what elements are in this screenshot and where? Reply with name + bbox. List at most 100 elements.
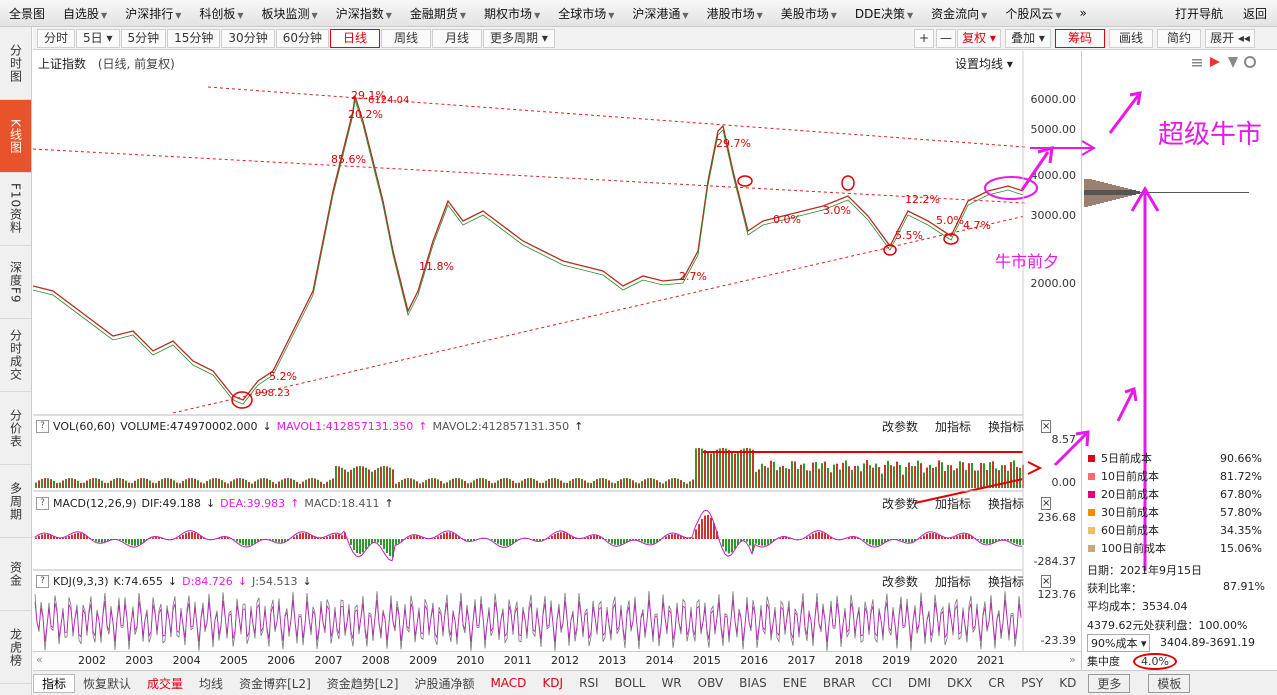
nav-capital-flow[interactable]: 资金流向 ▼ bbox=[922, 5, 996, 22]
help-icon[interactable]: ? bbox=[36, 497, 49, 510]
nav-stock-news[interactable]: 个股风云 ▼ bbox=[996, 5, 1070, 22]
tab-cr[interactable]: CR bbox=[988, 676, 1006, 690]
nav-options[interactable]: 期权市场 ▼ bbox=[475, 5, 549, 22]
tab-ene[interactable]: ENE bbox=[782, 676, 807, 690]
tab-macd[interactable]: MACD bbox=[490, 676, 527, 690]
sidebar-item-dragon-tiger[interactable]: 龙虎榜 bbox=[0, 611, 31, 684]
nav-star-market[interactable]: 科创板 ▼ bbox=[190, 5, 252, 22]
tab-volume[interactable]: 成交量 bbox=[147, 676, 184, 691]
open-nav-button[interactable]: 打开导航 bbox=[1174, 6, 1223, 21]
tab-kd[interactable]: KD bbox=[1059, 676, 1077, 690]
zoom-out-button[interactable]: — bbox=[936, 29, 956, 48]
tab-dmi[interactable]: DMI bbox=[907, 676, 931, 690]
tab-rsi[interactable]: RSI bbox=[579, 676, 599, 690]
tab-hgt-net[interactable]: 沪股通净额 bbox=[414, 676, 475, 691]
kdj-header: ? KDJ(9,3,3) K:74.655 ↓ D:84.726 ↓ J:54.… bbox=[33, 573, 1052, 590]
swap-indicator-button[interactable]: 换指标 bbox=[988, 575, 1025, 589]
tab-wr[interactable]: WR bbox=[661, 676, 682, 690]
sidebar-item-kline[interactable]: K线图 bbox=[0, 100, 31, 173]
nav-us[interactable]: 美股市场 ▼ bbox=[772, 5, 846, 22]
nav-hk[interactable]: 港股市场 ▼ bbox=[698, 5, 772, 22]
draw-line-button[interactable]: 画线 bbox=[1109, 29, 1153, 48]
tab-dkx[interactable]: DKX bbox=[947, 676, 973, 690]
list-icon[interactable] bbox=[1192, 59, 1202, 67]
tab-psy[interactable]: PSY bbox=[1021, 676, 1044, 690]
tab-capital-trend[interactable]: 资金趋势[L2] bbox=[326, 676, 399, 691]
tab-ma[interactable]: 均线 bbox=[199, 676, 224, 691]
sidebar-item-capital[interactable]: 资金 bbox=[0, 538, 31, 611]
add-indicator-button[interactable]: 加指标 bbox=[935, 420, 972, 434]
nav-connect[interactable]: 沪深港通 ▼ bbox=[623, 5, 697, 22]
edit-params-button[interactable]: 改参数 bbox=[882, 420, 919, 434]
tab-monthly[interactable]: 月线 bbox=[432, 28, 483, 48]
sidebar-item-f10[interactable]: F10资料 bbox=[0, 173, 31, 246]
nav-ranking[interactable]: 沪深排行 ▼ bbox=[116, 5, 190, 22]
simple-mode-button[interactable]: 简约 bbox=[1157, 29, 1201, 48]
tab-cci[interactable]: CCI bbox=[871, 676, 892, 690]
tab-5day[interactable]: 5日 ▾ bbox=[76, 28, 120, 48]
nav-dde[interactable]: DDE决策 ▼ bbox=[846, 5, 922, 22]
scroll-left-icon[interactable]: « bbox=[36, 653, 43, 666]
tab-bias[interactable]: BIAS bbox=[739, 676, 767, 690]
top-navigation: 全景图 自选股 ▼ 沪深排行 ▼ 科创板 ▼ 板块监测 ▼ 沪深指数 ▼ 金融期货 ▼ 期权… bbox=[0, 0, 1277, 27]
zoom-in-button[interactable]: + bbox=[914, 29, 934, 48]
volume-bar bbox=[923, 472, 925, 488]
sidebar-item-trades[interactable]: 分时成交 bbox=[0, 319, 31, 392]
tab-more-periods[interactable]: 更多周期 ▾ bbox=[483, 28, 555, 48]
chips-button[interactable]: 筹码 bbox=[1055, 29, 1105, 48]
scroll-right-icon[interactable]: » bbox=[1069, 653, 1076, 666]
nav-futures[interactable]: 金融期货 ▼ bbox=[401, 5, 475, 22]
year-label: 2013 bbox=[598, 654, 627, 667]
close-icon[interactable]: × bbox=[1041, 420, 1052, 433]
add-indicator-button[interactable]: 加指标 bbox=[935, 575, 972, 589]
nav-more[interactable]: » bbox=[1079, 6, 1087, 20]
help-icon[interactable]: ? bbox=[36, 575, 49, 588]
tab-restore-default[interactable]: 恢复默认 bbox=[83, 676, 132, 691]
nav-index[interactable]: 沪深指数 ▼ bbox=[327, 5, 401, 22]
help-icon[interactable]: ? bbox=[36, 420, 49, 433]
swap-indicator-button[interactable]: 换指标 bbox=[988, 420, 1025, 434]
kline-chart-svg[interactable]: 29.1% 20.2% 6124.04 85.6% 5.2% 998.23 11… bbox=[33, 51, 1081, 651]
sidebar-item-timeshare[interactable]: 分时图 bbox=[0, 27, 31, 100]
sidebar-item-multi-period[interactable]: 多周期 bbox=[0, 465, 31, 538]
expand-button[interactable]: 展开 ◂◂ bbox=[1205, 29, 1255, 48]
tab-obv[interactable]: OBV bbox=[697, 676, 724, 690]
tab-30min[interactable]: 30分钟 bbox=[221, 28, 275, 48]
nav-global[interactable]: 全球市场 ▼ bbox=[549, 5, 623, 22]
set-ma-button[interactable]: 设置均线 ▾ bbox=[955, 57, 1013, 71]
close-icon[interactable]: × bbox=[1041, 497, 1052, 510]
play-icon[interactable] bbox=[1210, 57, 1220, 67]
tab-more[interactable]: 更多 bbox=[1088, 673, 1131, 693]
tab-boll[interactable]: BOLL bbox=[614, 676, 646, 690]
edit-params-button[interactable]: 改参数 bbox=[882, 575, 919, 589]
tab-15min[interactable]: 15分钟 bbox=[167, 28, 221, 48]
tab-brar[interactable]: BRAR bbox=[822, 676, 856, 690]
volume-bar bbox=[833, 464, 835, 488]
nav-sector-monitor[interactable]: 板块监测 ▼ bbox=[253, 5, 327, 22]
tab-weekly[interactable]: 周线 bbox=[381, 28, 432, 48]
tab-kdj[interactable]: KDJ bbox=[542, 676, 564, 690]
restore-rights-dropdown[interactable]: 复权 ▾ bbox=[957, 29, 1001, 48]
nav-watchlist[interactable]: 自选股 ▼ bbox=[54, 5, 116, 22]
back-button[interactable]: 返回 bbox=[1242, 6, 1267, 21]
tab-capital-game[interactable]: 资金博弈[L2] bbox=[239, 676, 311, 691]
tab-5min[interactable]: 5分钟 bbox=[120, 28, 167, 48]
sidebar-item-f9[interactable]: 深度F9 bbox=[0, 246, 31, 319]
add-indicator-button[interactable]: 加指标 bbox=[935, 497, 972, 511]
edit-params-button[interactable]: 改参数 bbox=[882, 497, 919, 511]
cost90-select[interactable]: 90%成本 ▾ bbox=[1087, 634, 1151, 652]
tab-indicator[interactable]: 指标 bbox=[33, 673, 76, 693]
legend-swatch bbox=[1088, 454, 1095, 462]
gear-icon[interactable] bbox=[1244, 56, 1256, 68]
tab-daily[interactable]: 日线 bbox=[329, 28, 380, 48]
tab-60min[interactable]: 60分钟 bbox=[275, 28, 329, 48]
tab-timeshare[interactable]: 分时 bbox=[37, 28, 76, 48]
tab-template[interactable]: 模板 bbox=[1148, 673, 1191, 693]
nav-overview[interactable]: 全景图 bbox=[9, 6, 46, 21]
swap-indicator-button[interactable]: 换指标 bbox=[988, 497, 1025, 511]
sidebar-item-price-table[interactable]: 分价表 bbox=[0, 392, 31, 465]
volume-bar bbox=[719, 448, 721, 488]
close-icon[interactable]: × bbox=[1041, 575, 1052, 588]
overlay-dropdown[interactable]: 叠加 ▾ bbox=[1005, 29, 1051, 48]
funnel-icon[interactable] bbox=[1228, 57, 1238, 68]
